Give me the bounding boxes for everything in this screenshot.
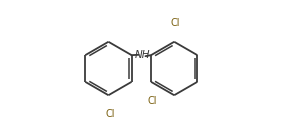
Text: NH: NH (134, 51, 150, 60)
Text: Cl: Cl (148, 96, 157, 105)
Text: Cl: Cl (105, 109, 114, 119)
Text: Cl: Cl (171, 18, 180, 28)
